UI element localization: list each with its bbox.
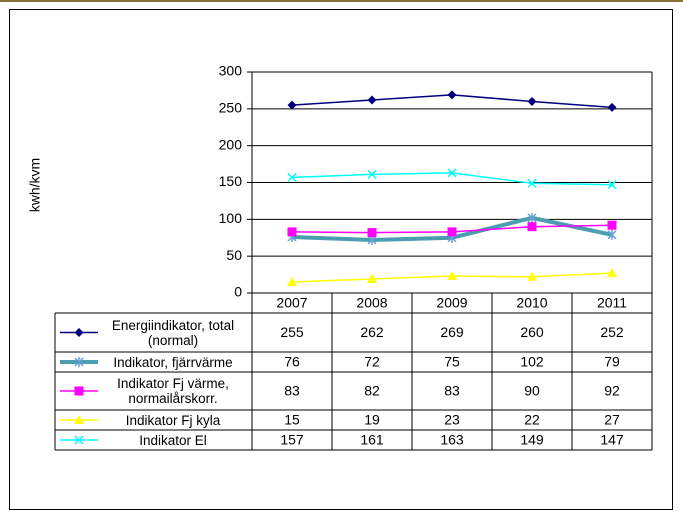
table-value: 163	[440, 432, 464, 448]
legend-marker	[74, 415, 84, 424]
table-value: 90	[524, 383, 540, 399]
legend-entry-box: Indikator El	[139, 432, 207, 448]
legend-entry: Indikator Fj värme, normailårskorr.	[117, 376, 229, 406]
table-value: 161	[360, 432, 384, 448]
marker	[607, 220, 617, 230]
y-tick-label: 200	[219, 136, 243, 152]
marker	[447, 90, 457, 100]
marker	[607, 102, 617, 112]
marker	[607, 268, 617, 278]
y-tick-label: 300	[219, 63, 243, 79]
chart-frame	[9, 9, 673, 510]
x-tick-label: 2010	[516, 295, 547, 311]
marker	[367, 228, 377, 238]
marker	[527, 96, 537, 106]
table-value: 79	[604, 354, 620, 370]
table-value: 157	[280, 432, 304, 448]
y-tick-label: 0	[234, 284, 242, 300]
marker	[367, 274, 377, 284]
y-tick-label: 150	[219, 173, 243, 189]
table-value: 15	[284, 412, 300, 428]
table-value: 22	[524, 412, 540, 428]
legend-entry: Energiindikator, total (normal)	[111, 317, 235, 348]
table-value: 23	[444, 412, 460, 428]
marker	[527, 178, 537, 188]
y-tick-label: 50	[226, 247, 242, 263]
marker	[287, 276, 297, 286]
table-value: 92	[604, 383, 620, 399]
table-value: 19	[364, 412, 380, 428]
table-value: 27	[604, 412, 620, 428]
table-value: 83	[284, 383, 300, 399]
x-tick-label: 2008	[356, 295, 387, 311]
marker	[447, 168, 457, 178]
x-tick-label: 2011	[597, 295, 627, 311]
table-value: 72	[364, 354, 380, 370]
table-value: 255	[280, 324, 304, 340]
legend-entry: Indikator, fjärrvärme	[113, 354, 233, 370]
marker	[367, 169, 377, 179]
legend-entry: Indikator El	[139, 432, 207, 448]
top-border	[0, 0, 683, 2]
legend-entry-box: Indikator Fj kyla	[125, 412, 221, 428]
table-value: 83	[444, 383, 460, 399]
marker	[527, 212, 537, 223]
y-tick-label: 100	[219, 210, 243, 226]
legend-entry-box: Indikator Fj värme, normailårskorr.	[117, 376, 229, 406]
table-value: 149	[520, 432, 544, 448]
legend-marker	[74, 357, 84, 367]
marker	[607, 229, 617, 240]
table-value: 252	[600, 324, 624, 340]
legend-marker	[74, 435, 84, 445]
legend-entry-box: Energiindikator, total (normal)	[111, 317, 235, 348]
table-value: 260	[520, 324, 544, 340]
marker	[527, 271, 537, 281]
table-value: 147	[600, 432, 624, 448]
marker	[287, 172, 297, 182]
y-tick-label: 250	[219, 100, 243, 116]
marker	[607, 180, 617, 190]
x-tick-label: 2007	[276, 295, 307, 311]
legend-entry-box: Indikator, fjärrvärme	[113, 354, 233, 370]
table-value: 269	[440, 324, 464, 340]
table-value: 262	[360, 324, 384, 340]
legend-entry: Indikator Fj kyla	[125, 412, 221, 428]
marker	[527, 222, 537, 232]
marker	[287, 227, 297, 237]
marker	[447, 227, 457, 237]
table-value: 75	[444, 354, 460, 370]
table-value: 102	[520, 354, 544, 370]
legend-marker	[74, 386, 84, 396]
y-axis-label: kwh/kvm	[27, 158, 43, 212]
table-value: 76	[284, 354, 300, 370]
marker	[447, 271, 457, 281]
x-tick-label: 2009	[436, 295, 467, 311]
marker	[287, 100, 297, 110]
legend-marker	[74, 328, 84, 337]
table-value: 82	[364, 383, 380, 399]
marker	[367, 95, 377, 105]
